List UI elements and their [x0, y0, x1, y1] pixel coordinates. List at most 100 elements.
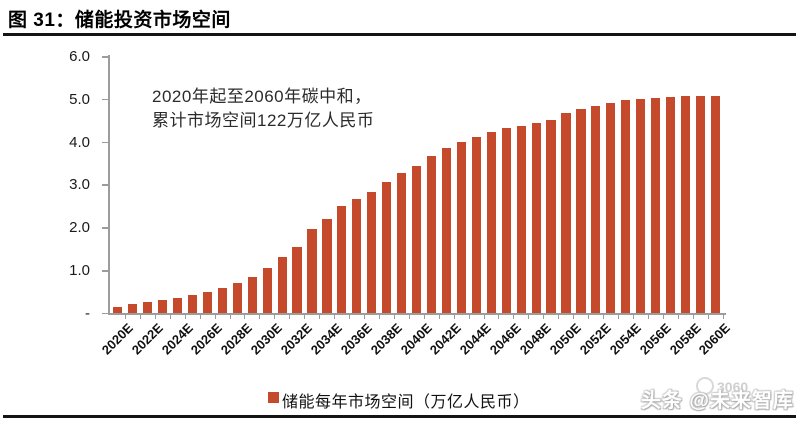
- y-axis-label: 1.0: [69, 262, 90, 280]
- y-axis-tick: [102, 56, 108, 58]
- y-axis-tick: [102, 270, 108, 272]
- bar: [337, 206, 347, 313]
- x-axis-tick: [573, 315, 575, 319]
- x-axis-tick: [558, 315, 560, 319]
- bar: [158, 299, 168, 313]
- x-axis-tick: [408, 315, 410, 319]
- annotation-line-2: 累计市场空间122万亿人民币: [152, 111, 375, 130]
- bar: [665, 96, 676, 313]
- title-divider: [3, 33, 796, 36]
- bar: [187, 295, 198, 313]
- x-axis-tick: [169, 315, 171, 319]
- bar: [412, 165, 422, 313]
- x-axis-tick: [184, 315, 186, 319]
- y-axis-tick: [102, 98, 108, 101]
- bar: [546, 120, 556, 313]
- bar: [695, 95, 706, 313]
- x-axis-tick: [662, 315, 664, 319]
- chart-legend: 储能每年市场空间（万亿人民币）: [268, 388, 530, 412]
- bar: [322, 219, 332, 313]
- bar: [247, 276, 257, 313]
- bar: [621, 100, 631, 313]
- x-axis-tick: [124, 315, 126, 319]
- x-axis-tick: [214, 315, 216, 319]
- bottom-divider: [3, 415, 796, 418]
- y-axis-tick: [102, 312, 108, 315]
- watermark-badge: 3060: [717, 379, 749, 395]
- bar: [486, 131, 496, 313]
- bar: [441, 147, 452, 313]
- bar: [113, 306, 123, 313]
- bar: [277, 256, 287, 313]
- bar: [471, 136, 481, 313]
- x-axis-tick: [647, 315, 649, 319]
- x-axis-tick: [588, 315, 590, 319]
- y-axis-label: -: [85, 304, 90, 322]
- y-axis-label: 4.0: [69, 133, 90, 151]
- x-axis-tick: [304, 315, 306, 319]
- annotation-line-1: 2020年起至2060年碳中和，: [152, 87, 372, 106]
- x-axis-tick: [259, 315, 261, 319]
- y-axis-label: 5.0: [69, 90, 90, 108]
- x-axis-tick: [617, 315, 619, 319]
- bar: [576, 109, 586, 313]
- x-axis-tick: [393, 315, 395, 319]
- x-axis-tick: [423, 315, 425, 319]
- bar: [232, 283, 242, 313]
- x-axis-tick: [319, 315, 321, 319]
- y-axis-label: 2.0: [69, 219, 90, 237]
- legend-label: 储能每年市场空间（万亿人民币）: [282, 394, 530, 411]
- bar: [172, 298, 183, 313]
- x-axis-tick: [229, 315, 231, 319]
- x-axis-tick: [707, 315, 709, 319]
- x-axis-tick: [498, 315, 500, 319]
- x-axis-tick: [528, 315, 530, 319]
- x-axis-tick: [334, 315, 336, 319]
- bar: [202, 292, 213, 313]
- x-axis-tick: [722, 315, 724, 319]
- y-axis-tick: [102, 141, 108, 144]
- bar: [680, 95, 691, 313]
- x-axis-tick: [274, 315, 276, 319]
- x-axis-tick: [543, 315, 545, 319]
- x-axis-tick: [139, 315, 141, 319]
- x-axis-tick: [453, 315, 455, 319]
- bar: [531, 122, 541, 313]
- x-axis-tick: [603, 315, 605, 319]
- x-axis-line: [108, 313, 726, 315]
- y-axis-tick: [102, 227, 108, 229]
- x-axis-tick: [438, 315, 440, 319]
- bar: [128, 303, 138, 313]
- bar: [591, 106, 601, 313]
- bar: [426, 155, 437, 313]
- bar: [561, 113, 571, 313]
- x-axis-tick: [349, 315, 351, 319]
- bar: [501, 127, 511, 313]
- bar: [307, 229, 317, 313]
- chart-annotation: 2020年起至2060年碳中和， 累计市场空间122万亿人民币: [152, 85, 374, 133]
- bar: [262, 267, 272, 313]
- bar: [352, 199, 362, 313]
- x-axis-tick: [483, 315, 485, 319]
- bar: [710, 96, 720, 313]
- bar: [606, 103, 616, 313]
- bar: [516, 125, 526, 313]
- x-axis-tick: [289, 315, 291, 319]
- y-axis-tick: [102, 184, 108, 186]
- bar: [367, 192, 377, 313]
- y-axis-label: 3.0: [69, 176, 90, 194]
- x-axis-tick: [513, 315, 515, 319]
- figure-title: 图 31：储能投资市场空间: [8, 10, 231, 31]
- x-axis-tick: [692, 315, 694, 319]
- y-axis-label: 6.0: [69, 48, 90, 65]
- x-axis-tick: [363, 315, 365, 319]
- bar: [292, 247, 302, 313]
- x-axis-tick: [244, 315, 246, 319]
- x-axis-tick: [378, 315, 380, 319]
- legend-marker-icon: [268, 392, 279, 403]
- bar: [456, 141, 466, 313]
- x-axis-tick: [468, 315, 470, 319]
- x-axis-tick: [632, 315, 634, 319]
- bar: [651, 97, 661, 313]
